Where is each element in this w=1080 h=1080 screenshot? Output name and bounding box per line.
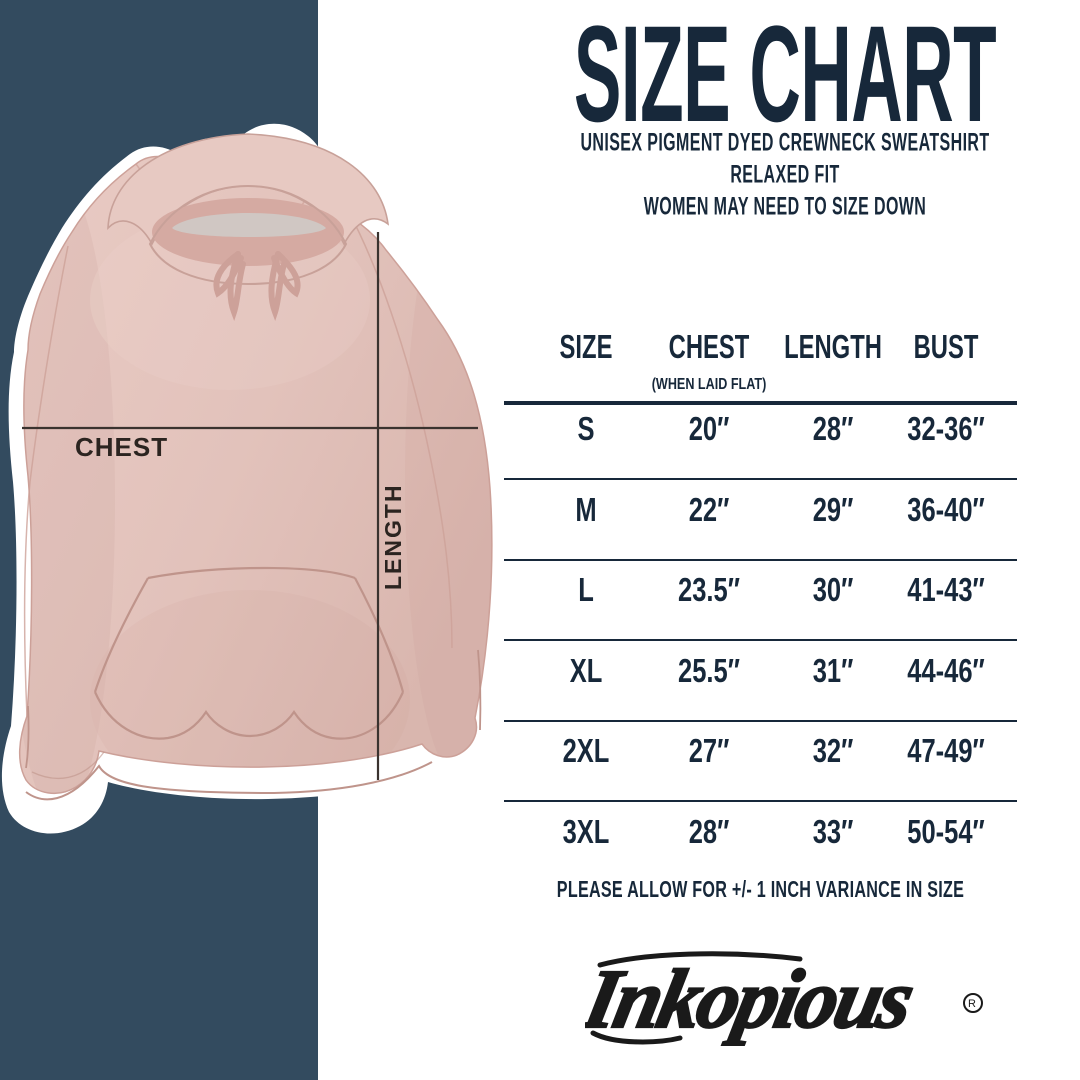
svg-text:Inkopious: Inkopious xyxy=(585,953,920,1046)
svg-text:R: R xyxy=(968,998,976,1010)
